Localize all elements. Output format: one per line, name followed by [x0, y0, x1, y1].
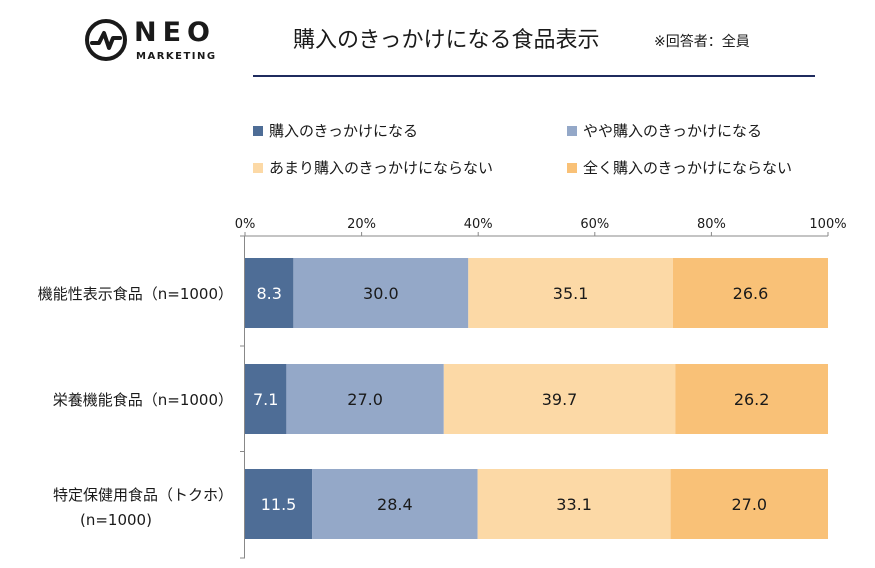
legend-label-2: やや購入のきっかけになる — [583, 122, 762, 140]
legend-swatch-2 — [567, 125, 577, 136]
x-tick-label: 80% — [697, 217, 726, 232]
data-label: 26.6 — [733, 284, 769, 303]
legend-swatch-4 — [567, 162, 577, 173]
title-underline — [253, 75, 815, 77]
x-tick-label: 0% — [235, 217, 256, 232]
bar-segment — [245, 258, 294, 328]
category-label: 特定保健用食品（トクホ） — [53, 486, 233, 504]
data-label: 26.2 — [734, 390, 770, 409]
chart-title: 購入のきっかけになる食品表示 — [293, 28, 600, 53]
category-label: 栄養機能食品（n=1000） — [53, 391, 233, 409]
legend-item-3: あまり購入のきっかけにならない — [253, 157, 493, 178]
bar-segment — [670, 469, 828, 539]
category-label-line2: (n=1000) — [80, 511, 152, 529]
data-label: 35.1 — [553, 284, 589, 303]
data-label: 27.0 — [731, 495, 767, 514]
bar-segment — [675, 364, 828, 434]
data-label: 39.7 — [542, 390, 578, 409]
legend-label-1: 購入のきっかけになる — [269, 122, 418, 140]
data-label: 11.5 — [261, 495, 297, 514]
logo-subtitle: MARKETING — [136, 51, 217, 62]
bar-segment — [293, 258, 469, 328]
legend-swatch-3 — [253, 162, 263, 173]
legend-label-3: あまり購入のきっかけにならない — [269, 159, 493, 177]
logo-circle-icon — [85, 19, 127, 61]
data-label: 33.1 — [556, 495, 592, 514]
x-tick-label: 20% — [347, 217, 376, 232]
logo-wordmark: NEO — [134, 17, 216, 48]
bar-segment — [312, 469, 478, 539]
data-label: 28.4 — [377, 495, 413, 514]
legend-item-4: 全く購入のきっかけにならない — [567, 157, 792, 178]
bar-segment — [245, 469, 313, 539]
x-tick-label: 60% — [580, 217, 609, 232]
x-tick-label: 100% — [809, 217, 846, 232]
bar-segment — [477, 469, 671, 539]
neo-marketing-logo: NEO MARKETING — [84, 14, 234, 66]
legend-item-1: 購入のきっかけになる — [253, 120, 418, 141]
legend-swatch-1 — [253, 125, 263, 136]
category-label: 機能性表示食品（n=1000） — [38, 285, 233, 303]
bar-segment — [286, 364, 444, 434]
legend-item-2: やや購入のきっかけになる — [567, 120, 762, 141]
data-label: 30.0 — [363, 284, 399, 303]
data-label: 8.3 — [256, 284, 281, 303]
bar-segment — [468, 258, 673, 328]
bar-segment — [672, 258, 828, 328]
data-label: 27.0 — [347, 390, 383, 409]
x-tick-label: 40% — [464, 217, 493, 232]
data-label: 7.1 — [253, 390, 278, 409]
bar-segment — [245, 364, 287, 434]
bar-segment — [443, 364, 676, 434]
respondent-note: ※回答者：全員 — [654, 34, 750, 50]
legend-label-4: 全く購入のきっかけにならない — [583, 159, 792, 177]
